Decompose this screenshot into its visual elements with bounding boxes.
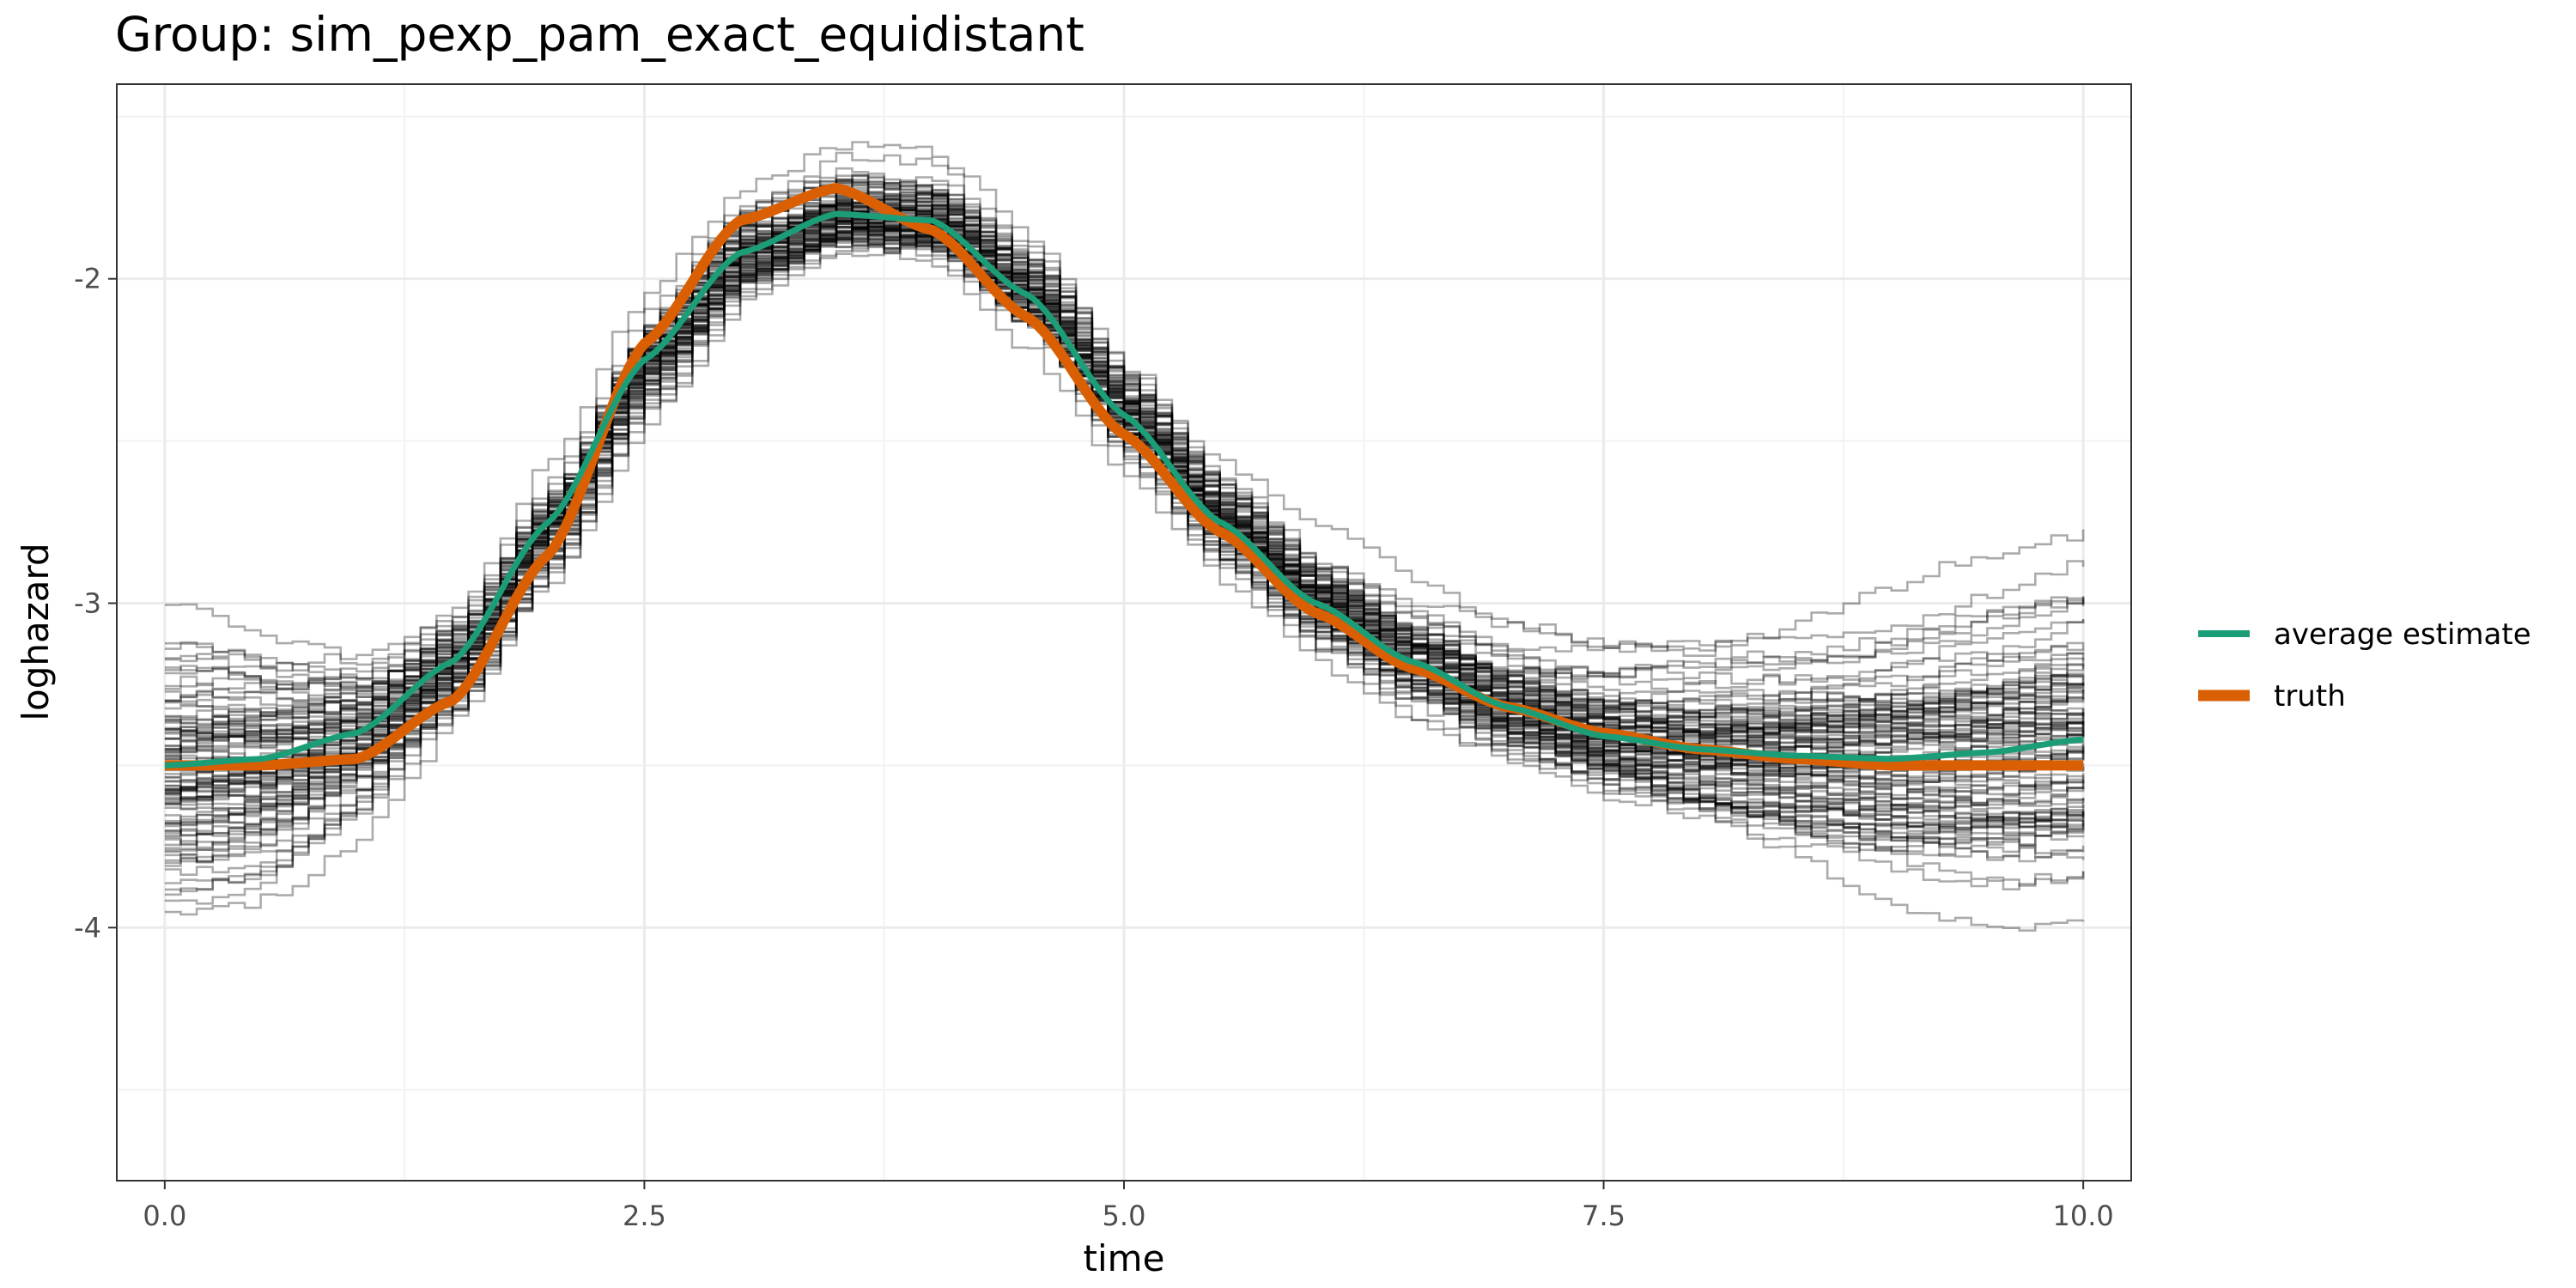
replicate-estimate-line bbox=[164, 204, 2085, 774]
replicate-estimate-line bbox=[164, 191, 2085, 768]
replicate-estimate-line bbox=[164, 193, 2085, 738]
replicate-estimate-line bbox=[164, 185, 2085, 681]
replicate-estimate-line bbox=[164, 242, 2085, 828]
legend-label: average estimate bbox=[2274, 617, 2531, 652]
replicate-estimate-line bbox=[164, 201, 2085, 732]
replicate-estimate-line bbox=[164, 183, 2085, 821]
replicate-estimate-line bbox=[164, 214, 2085, 828]
replicate-estimate-line bbox=[164, 192, 2085, 835]
replicate-estimate-line bbox=[164, 216, 2085, 790]
grid-layer bbox=[117, 84, 2131, 1181]
y-tick-label: -2 bbox=[74, 263, 101, 295]
axis-layer: 0.0 2.5 5.0 7.5 10.0 -2 -3 -4 bbox=[74, 263, 2114, 1232]
chart-title: Group: sim_pexp_pam_exact_equidistant bbox=[115, 7, 1084, 62]
y-tick-label: -4 bbox=[74, 911, 101, 944]
x-axis-label: time bbox=[1084, 1237, 1165, 1279]
replicate-estimate-line bbox=[164, 216, 2085, 807]
y-axis-label: loghazard bbox=[15, 543, 57, 720]
replicate-estimate-line bbox=[164, 141, 2085, 751]
replicate-estimate-line bbox=[164, 208, 2085, 793]
replicate-estimate-line bbox=[164, 198, 2085, 749]
replicate-estimate-line bbox=[164, 179, 2085, 732]
replicate-estimate-line bbox=[164, 227, 2085, 758]
replicate-estimate-line bbox=[164, 210, 2085, 837]
x-tick-label: 5.0 bbox=[1103, 1200, 1146, 1232]
y-tick-label: -3 bbox=[74, 586, 101, 619]
replicate-estimate-line bbox=[164, 199, 2085, 865]
replicate-estimate-line bbox=[164, 220, 2085, 772]
x-tick-label: 2.5 bbox=[623, 1200, 666, 1232]
replicate-estimate-line bbox=[164, 175, 2085, 746]
replicate-estimate-line bbox=[164, 174, 2085, 685]
series-layer bbox=[164, 182, 2084, 771]
replicates-layer bbox=[164, 141, 2085, 932]
replicate-estimate-line bbox=[164, 167, 2085, 747]
replicate-estimate-line bbox=[164, 208, 2085, 764]
replicate-estimate-line bbox=[164, 220, 2085, 769]
replicate-estimate-line bbox=[164, 194, 2085, 846]
replicate-estimate-line bbox=[164, 220, 2085, 787]
replicate-estimate-line bbox=[164, 236, 2085, 782]
x-tick-label: 10.0 bbox=[2053, 1200, 2114, 1232]
replicate-estimate-line bbox=[164, 178, 2085, 798]
legend: average estimate truth bbox=[2198, 617, 2531, 714]
replicate-estimate-line bbox=[164, 179, 2085, 736]
x-tick-label: 0.0 bbox=[143, 1200, 186, 1232]
replicate-estimate-line bbox=[164, 204, 2085, 725]
replicate-estimate-line bbox=[164, 217, 2085, 800]
series-line-average-estimate bbox=[164, 210, 2084, 769]
replicate-estimate-line bbox=[164, 193, 2085, 832]
replicate-estimate-line bbox=[164, 191, 2085, 769]
x-tick-label: 7.5 bbox=[1582, 1200, 1625, 1232]
legend-label: truth bbox=[2274, 679, 2346, 714]
replicate-estimate-line bbox=[164, 189, 2085, 799]
replicate-estimate-line bbox=[164, 151, 2085, 793]
replicate-estimate-line bbox=[164, 249, 2085, 842]
replicate-estimate-line bbox=[164, 193, 2085, 831]
replicate-estimate-line bbox=[164, 203, 2085, 780]
replicate-estimate-line bbox=[164, 234, 2085, 845]
replicate-estimate-line bbox=[164, 210, 2085, 834]
